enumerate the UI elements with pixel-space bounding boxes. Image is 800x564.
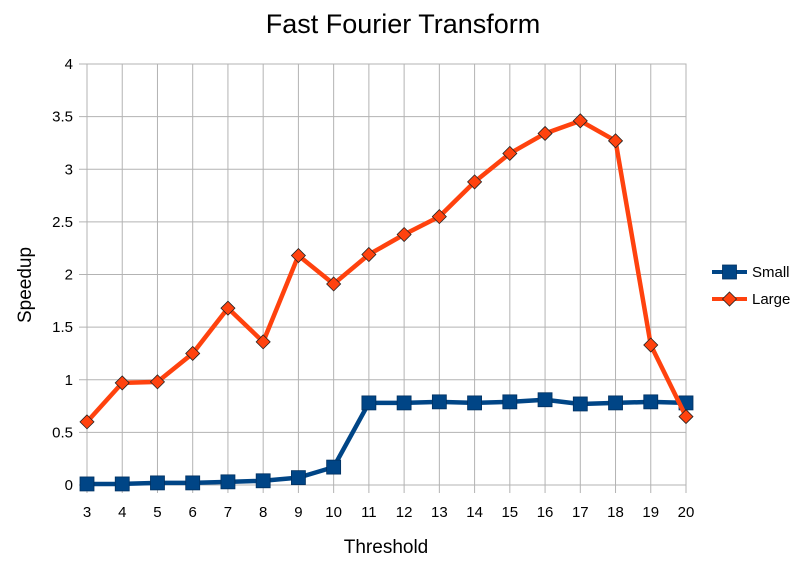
- data-point-small: [643, 394, 659, 410]
- data-point-small: [255, 473, 271, 489]
- data-point-small: [396, 395, 412, 411]
- y-tick-label: 2: [65, 267, 73, 284]
- legend-item-small: Small: [712, 264, 790, 281]
- y-tick-label: 2.5: [52, 214, 73, 231]
- x-tick-label: 17: [572, 504, 589, 521]
- y-tick-label: 3: [65, 161, 73, 178]
- y-tick-label: 0.5: [52, 424, 73, 441]
- data-point-large: [607, 133, 624, 149]
- data-point-large: [537, 125, 553, 142]
- data-point-small: [114, 476, 130, 492]
- x-tick-label: 19: [642, 504, 659, 521]
- series: [79, 113, 694, 492]
- y-tick-label: 3.5: [52, 109, 73, 126]
- data-point-small: [431, 394, 447, 410]
- data-point-large: [572, 113, 588, 129]
- x-tick-label: 8: [259, 504, 267, 521]
- legend: Small Large: [712, 264, 790, 308]
- data-point-small: [608, 395, 623, 411]
- data-point-large: [467, 174, 483, 190]
- data-point-large: [678, 409, 694, 425]
- data-point-large: [643, 337, 659, 353]
- data-point-small: [150, 475, 165, 491]
- series-line-large: [84, 118, 689, 425]
- series-line-small: [84, 397, 689, 487]
- data-point-small: [185, 475, 201, 491]
- y-tick-label: 0: [65, 477, 73, 494]
- legend-marker-small: [722, 264, 737, 280]
- x-tick-label: 14: [466, 504, 483, 521]
- legend-marker-large: [721, 291, 738, 307]
- data-point-small: [502, 394, 518, 410]
- data-point-large: [185, 345, 201, 362]
- data-point-large: [326, 276, 342, 292]
- legend-label-small: Small: [752, 264, 790, 281]
- data-point-large: [361, 246, 377, 263]
- x-tick-label: 5: [153, 504, 161, 521]
- data-point-large: [431, 209, 447, 225]
- legend-item-large: Large: [712, 291, 790, 308]
- x-tick-label: 18: [607, 504, 624, 521]
- x-tick-label: 16: [537, 504, 554, 521]
- legend-label-large: Large: [752, 291, 790, 308]
- data-point-small: [291, 470, 306, 486]
- data-point-large: [114, 375, 130, 391]
- x-tick-label: 3: [83, 504, 91, 521]
- data-point-large: [220, 300, 236, 316]
- data-point-small: [537, 392, 553, 408]
- series-large: [79, 113, 694, 430]
- data-point-large: [149, 374, 166, 390]
- data-point-large: [255, 334, 271, 350]
- data-point-large: [502, 145, 518, 162]
- y-tick-label: 1: [65, 372, 73, 389]
- x-tick-label: 10: [325, 504, 342, 521]
- grid: [86, 63, 687, 486]
- chart-title: Fast Fourier Transform: [266, 9, 541, 39]
- x-axis-ticks: 3 4 5 6 7 8 9 10 11 12 13 14 15 16 17 18 19 20: [83, 485, 695, 521]
- y-axis-label: Speedup: [15, 247, 36, 323]
- x-tick-label: 6: [189, 504, 197, 521]
- x-tick-label: 12: [396, 504, 413, 521]
- x-tick-label: 11: [361, 504, 377, 521]
- x-tick-label: 7: [224, 504, 232, 521]
- x-tick-label: 15: [501, 504, 518, 521]
- data-point-small: [220, 474, 236, 490]
- data-point-small: [572, 396, 588, 412]
- y-tick-label: 4: [65, 56, 73, 73]
- data-point-small: [361, 395, 377, 411]
- data-point-small: [467, 395, 482, 411]
- x-tick-label: 13: [431, 504, 448, 521]
- data-point-large: [79, 414, 95, 430]
- data-point-large: [396, 226, 412, 243]
- x-tick-label: 20: [678, 504, 695, 521]
- data-point-small: [326, 459, 342, 475]
- x-tick-label: 4: [118, 504, 126, 521]
- x-axis-label: Threshold: [344, 537, 429, 558]
- series-small: [79, 392, 694, 492]
- x-tick-label: 9: [294, 504, 302, 521]
- data-point-small: [79, 476, 95, 492]
- y-tick-label: 1.5: [52, 319, 73, 336]
- y-axis-ticks: 0 0.5 1 1.5 2 2.5 3 3.5 4: [52, 56, 87, 494]
- data-point-large: [290, 247, 306, 264]
